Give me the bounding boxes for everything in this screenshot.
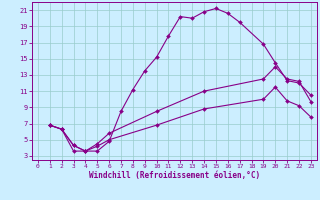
X-axis label: Windchill (Refroidissement éolien,°C): Windchill (Refroidissement éolien,°C): [89, 171, 260, 180]
